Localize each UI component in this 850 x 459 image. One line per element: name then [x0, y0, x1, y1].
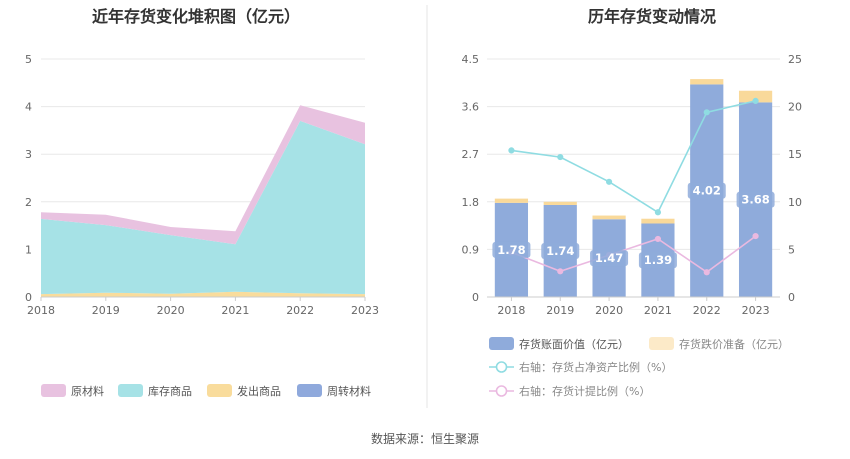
y-left-tick-label: 0.9 [462, 243, 480, 256]
y-left-tick-label: 1.8 [462, 196, 480, 209]
data-label: 1.47 [595, 251, 623, 265]
area-series-1 [41, 120, 365, 295]
ratio-line [511, 100, 756, 214]
ratio-point [508, 147, 515, 154]
x-tick-label: 2018 [497, 304, 525, 317]
provision-point [752, 232, 759, 240]
legend-label: 右轴：存货计提比例（%） [519, 384, 650, 398]
data-label-bg [687, 182, 726, 199]
x-tick-label: 2020 [157, 304, 185, 317]
bar-impairment [690, 79, 724, 85]
x-tick-label: 2022 [286, 304, 314, 317]
ratio-point [703, 109, 710, 116]
y-left-tick-label: 3.6 [462, 101, 480, 114]
bar-chart-axes: 0 0.9 1.8 2.7 3.6 4.5 0 5 10 15 20 25 2018 2019 2020 20… [462, 53, 803, 317]
provision-point [703, 269, 710, 276]
y-tick-label: 5 [25, 53, 32, 66]
data-label-bg [736, 191, 775, 208]
x-tick-label: 2019 [92, 304, 120, 317]
provision-point [557, 268, 564, 275]
y-right-tick-label: 20 [788, 101, 802, 114]
data-label: 1.39 [644, 253, 672, 267]
area-chart-axes: 0 1 2 3 4 5 2018 2019 2020 2021 2022 2023 [25, 53, 379, 317]
data-label: 4.02 [693, 184, 721, 198]
y-right-tick-label: 25 [788, 53, 802, 66]
y-right-tick-label: 5 [788, 243, 795, 256]
data-label-bg [638, 252, 677, 269]
bar-chart-data-labels: 1.78 1.74 1.47 1.39 4.02 3.68 [492, 182, 775, 269]
ratio-point [654, 209, 662, 216]
legend-label: 存货跌价准备（亿元） [679, 337, 789, 351]
y-tick-label: 4 [25, 101, 32, 114]
x-tick-label: 2020 [595, 304, 623, 317]
bar-chart-legend: 存货账面价值（亿元） 存货跌价准备（亿元） 右轴：存货占净资产比例（%） 右轴：存货计… [489, 337, 789, 398]
ratio-point [752, 97, 759, 104]
data-label-bg [541, 242, 580, 259]
y-left-tick-label: 0 [472, 291, 479, 304]
bar-impairment [738, 90, 773, 103]
legend-swatch [118, 384, 143, 397]
bar-chart-title: 历年存货变动情况 [588, 7, 716, 26]
y-left-tick-label: 2.7 [462, 148, 480, 161]
x-tick-label: 2022 [693, 304, 721, 317]
legend-swatch [41, 384, 66, 397]
legend-marker [495, 385, 508, 397]
y-tick-label: 3 [25, 148, 32, 161]
legend-label: 发出商品 [237, 384, 281, 398]
y-tick-label: 0 [25, 291, 32, 304]
provision-line [511, 235, 757, 274]
legend-swatch [649, 337, 674, 350]
legend-label: 存货账面价值（亿元） [519, 337, 629, 351]
bar-impairment [494, 198, 529, 203]
bar-chart-grid [487, 58, 780, 298]
x-tick-label: 2021 [221, 304, 249, 317]
bar-impairment [641, 218, 675, 224]
area-series-0 [41, 105, 365, 245]
y-right-tick-label: 15 [788, 148, 802, 161]
bar-impairment [543, 201, 577, 205]
legend-label: 库存商品 [148, 384, 192, 398]
area-series-2 [41, 291, 365, 297]
area-chart-title: 近年存货变化堆积图（亿元） [92, 7, 300, 26]
data-label: 1.74 [546, 244, 574, 258]
ratio-point [605, 178, 613, 185]
data-label-bg [590, 250, 629, 267]
x-tick-label: 2021 [644, 304, 672, 317]
y-right-tick-label: 0 [788, 291, 795, 304]
x-tick-label: 2018 [27, 304, 55, 317]
x-tick-label: 2019 [546, 304, 574, 317]
data-source-note: 数据来源：恒生聚源 [371, 431, 479, 446]
legend-marker [495, 361, 508, 373]
data-label: 3.68 [741, 193, 769, 207]
bar-impairment [592, 215, 626, 220]
ratio-point [557, 153, 564, 161]
legend-label: 周转材料 [327, 384, 371, 398]
data-label-bg [492, 241, 531, 258]
area-chart-areas [41, 105, 365, 297]
legend-label: 原材料 [71, 384, 104, 398]
legend-label: 右轴：存货占净资产比例（%） [519, 360, 672, 374]
area-chart-legend: 原材料 库存商品 发出商品 周转材料 [41, 384, 371, 398]
data-label: 1.78 [497, 243, 525, 257]
x-tick-label: 2023 [351, 304, 379, 317]
x-tick-label: 2023 [742, 304, 770, 317]
legend-swatch [489, 337, 514, 350]
bar-chart-bars [494, 79, 773, 298]
y-tick-label: 2 [25, 196, 32, 209]
y-left-tick-label: 4.5 [462, 53, 480, 66]
provision-point [654, 235, 662, 243]
y-tick-label: 1 [25, 243, 32, 256]
legend-swatch [297, 384, 322, 397]
legend-swatch [207, 384, 232, 397]
y-right-tick-label: 10 [788, 196, 802, 209]
